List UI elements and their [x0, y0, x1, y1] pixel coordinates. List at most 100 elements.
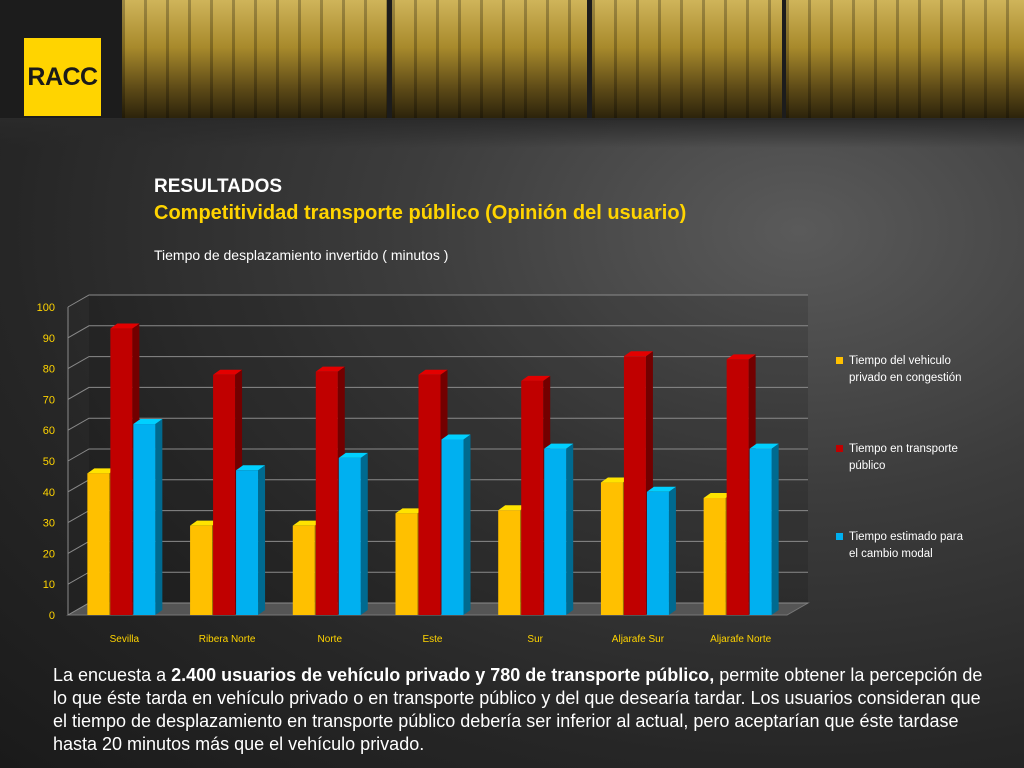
bar-top	[544, 443, 574, 449]
bar-front	[726, 359, 749, 615]
bar-front	[292, 525, 315, 615]
description-rest: permite obtener la percepción de lo que …	[53, 665, 983, 754]
bar-top	[87, 468, 117, 474]
bar-top	[315, 366, 345, 372]
bar-top	[726, 354, 756, 360]
bar-top	[623, 351, 653, 357]
bar-top	[749, 443, 779, 449]
x-axis: Sevilla Ribera Norte Norte Este Sur Aljarafe …	[110, 634, 772, 645]
bar-front	[236, 470, 259, 615]
chart-bars	[87, 323, 779, 615]
legend-label: el cambio modal	[849, 548, 933, 560]
bar-front	[133, 424, 156, 615]
bar-front	[315, 371, 338, 615]
bar-top	[292, 520, 322, 526]
y-tick-label: 100	[37, 302, 55, 314]
y-tick-label: 10	[43, 579, 55, 591]
bar-front	[521, 380, 544, 615]
legend-label: Tiempo estimado para	[849, 531, 964, 543]
bar-side	[771, 443, 779, 615]
gridline	[67, 417, 808, 431]
x-tick-label: Sevilla	[110, 634, 140, 645]
legend-label: público	[849, 460, 885, 472]
bar	[338, 452, 368, 615]
bar-front	[441, 439, 464, 615]
gridline	[67, 294, 808, 308]
y-tick-label: 80	[43, 364, 55, 376]
bar-chart: 0 10 20 30 40 50 60 70 80 90 100 Sevilla Ribera Nor…	[37, 294, 964, 645]
bar-top	[498, 505, 528, 511]
y-tick-label: 40	[43, 487, 55, 499]
y-tick-label: 0	[49, 610, 55, 622]
y-axis: 0 10 20 30 40 50 60 70 80 90 100	[37, 302, 69, 622]
y-tick-label: 50	[43, 456, 55, 468]
y-tick-label: 60	[43, 425, 55, 437]
bar-top	[600, 477, 630, 483]
bar-side	[566, 443, 574, 615]
bar	[441, 434, 471, 615]
x-tick-label: Norte	[318, 634, 343, 645]
bar-top	[236, 465, 266, 471]
bar-side	[258, 465, 266, 615]
gridline	[67, 386, 808, 400]
bar-front	[498, 510, 521, 615]
legend-swatch	[836, 445, 843, 452]
logo-text: RACC	[27, 62, 98, 91]
legend-item: Tiempo estimado para el cambio modal	[836, 531, 964, 560]
bar-top	[190, 520, 220, 526]
legend-label: privado en congestión	[849, 372, 962, 384]
bar-top	[110, 323, 140, 329]
x-tick-label: Aljarafe Sur	[612, 634, 665, 645]
bar	[236, 465, 266, 615]
bar-front	[418, 374, 441, 615]
x-tick-label: Aljarafe Norte	[710, 634, 772, 645]
x-tick-label: Ribera Norte	[199, 634, 256, 645]
gridline	[67, 325, 808, 339]
bar-front	[338, 457, 361, 615]
chart-title: Tiempo de desplazamiento invertido ( min…	[154, 247, 449, 263]
traffic-photo-1	[122, 0, 387, 118]
y-tick-label: 20	[43, 548, 55, 560]
bar-front	[544, 448, 567, 615]
description-bold: 2.400 usuarios de vehículo privado y 780…	[171, 665, 715, 685]
legend-swatch	[836, 357, 843, 364]
bar	[749, 443, 779, 615]
racc-logo: RACC	[24, 38, 101, 116]
bar-side	[668, 486, 676, 615]
bar	[133, 419, 163, 615]
bar	[646, 486, 676, 615]
bar-front	[749, 448, 772, 615]
y-tick-label: 30	[43, 518, 55, 530]
bar-top	[213, 369, 243, 375]
bar-front	[646, 491, 669, 615]
legend-swatch	[836, 533, 843, 540]
bar-top	[441, 434, 471, 440]
bar-top	[703, 492, 733, 498]
traffic-photo-4	[786, 0, 1024, 118]
traffic-photo-3	[592, 0, 782, 118]
bar-front	[703, 497, 726, 615]
bar-side	[463, 434, 471, 615]
bar-side	[360, 452, 368, 615]
bar	[544, 443, 574, 615]
chart-legend: Tiempo del vehiculo privado en congestión…	[836, 355, 964, 560]
x-tick-label: Sur	[527, 634, 543, 645]
bar-front	[600, 482, 623, 615]
bar-front	[87, 473, 110, 615]
bar-top	[646, 486, 676, 492]
legend-item: Tiempo del vehiculo privado en congestión	[836, 355, 962, 384]
y-tick-label: 70	[43, 394, 55, 406]
bar-top	[395, 508, 425, 514]
bar-front	[110, 328, 133, 615]
x-tick-label: Este	[422, 634, 442, 645]
bar-top	[521, 375, 551, 381]
legend-item: Tiempo en transporte público	[836, 443, 958, 472]
traffic-photo-2	[392, 0, 587, 118]
bar-front	[395, 513, 418, 615]
header-banner	[0, 0, 1024, 120]
description-paragraph: La encuesta a 2.400 usuarios de vehículo…	[53, 664, 983, 756]
page-title: RESULTADOS	[154, 176, 283, 197]
legend-label: Tiempo en transporte	[849, 443, 958, 455]
banner-fade	[0, 118, 1024, 148]
bar-front	[623, 356, 646, 615]
